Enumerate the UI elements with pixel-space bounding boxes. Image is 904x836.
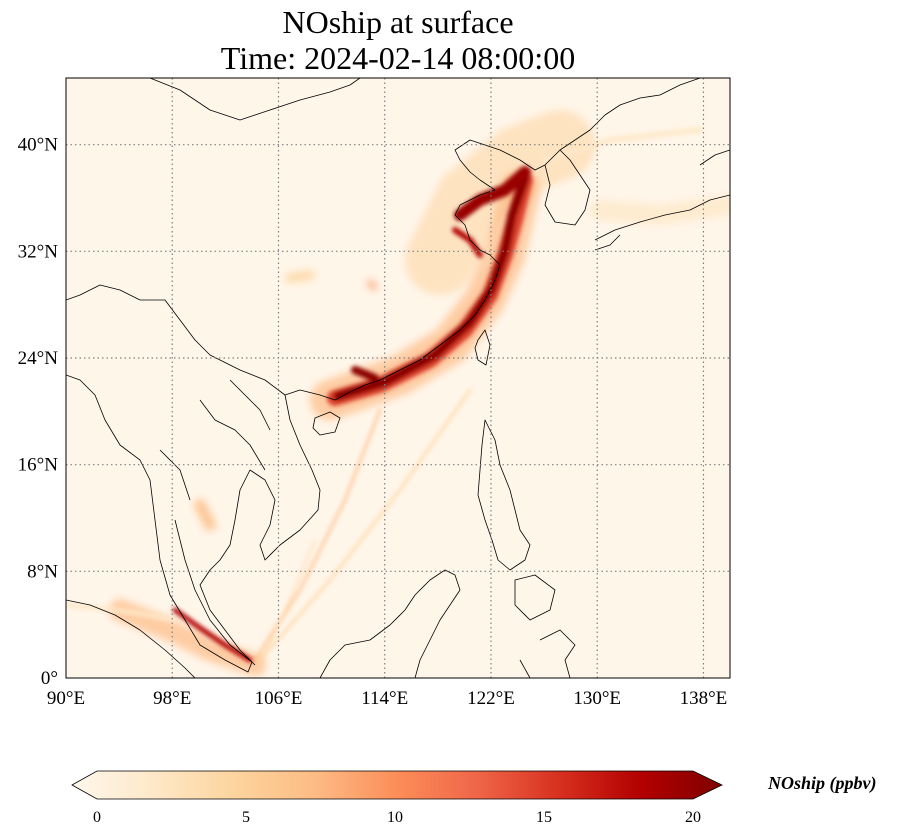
coast-korea	[544, 149, 591, 226]
x-tick-label: 122°E	[467, 688, 515, 709]
colorbar-gradient	[71, 770, 723, 800]
x-tick-label: 130°E	[573, 688, 621, 709]
plume-prd-core	[351, 366, 379, 382]
y-tick-label: 8°N	[27, 561, 58, 582]
map-time-subtitle: Time: 2024-02-14 08:00:00	[220, 40, 576, 76]
colorbar-ticks: 0 5 10 15 20	[93, 809, 701, 826]
coast-indochina	[199, 394, 321, 666]
plume-japan-light	[590, 195, 730, 226]
colorbar-tick-label: 20	[685, 809, 701, 826]
coast-malay-peninsula	[154, 519, 253, 673]
map-title: NOship at surface	[282, 4, 514, 40]
y-tick-label: 32°N	[18, 241, 59, 262]
map-panel: 90°E 98°E 106°E 114°E 122°E 130°E 138°E 0° 8°N 1…	[18, 77, 731, 709]
plume-coast-core	[333, 173, 530, 401]
lane-indian	[66, 602, 178, 623]
y-tick-label: 40°N	[18, 135, 59, 156]
plume-bohai-core	[454, 166, 531, 221]
y-tick-label: 16°N	[18, 455, 59, 476]
lane-scs-2	[256, 388, 472, 664]
plume-inland-light	[285, 270, 315, 283]
x-tick-label: 106°E	[255, 688, 303, 709]
plume-malacca-light	[109, 599, 266, 676]
x-tick-label: 90°E	[47, 688, 85, 709]
coastlines	[66, 78, 730, 678]
y-tick-label: 0°	[41, 668, 58, 689]
colorbar-label: NOship (ppbv)	[767, 773, 877, 794]
coast-bay-of-bengal	[66, 374, 156, 521]
plume-andaman-light	[194, 499, 216, 531]
colorbar-tick-label: 0	[93, 809, 101, 826]
plume-singapore-core	[172, 607, 253, 663]
x-tick-label: 138°E	[680, 688, 728, 709]
coast-philippines	[477, 419, 556, 621]
map-gridlines	[66, 78, 730, 678]
border-indochina	[159, 379, 271, 501]
y-tick-label: 24°N	[18, 348, 59, 369]
colorbar-tick-label: 15	[536, 809, 552, 826]
coast-borneo	[319, 569, 461, 678]
longitude-ticks: 90°E 98°E 106°E 114°E 122°E 130°E 138°E	[47, 688, 727, 709]
coast-hainan	[312, 411, 341, 436]
colorbar-tick-label: 5	[242, 809, 250, 826]
plume-inland-spot	[367, 280, 377, 290]
coast-china	[66, 78, 701, 401]
coast-japan	[594, 149, 730, 251]
lane-korea	[542, 127, 703, 163]
coast-sumatra	[66, 599, 196, 678]
coast-taiwan	[474, 329, 491, 366]
latitude-ticks: 0° 8°N 16°N 24°N 32°N 40°N	[18, 135, 59, 689]
coast-mongolia-border	[149, 78, 361, 121]
colorbar: 0 5 10 15 20 NOship (ppbv)	[71, 770, 877, 826]
concentration-field	[66, 110, 730, 676]
lane-scs-3	[259, 539, 316, 665]
x-tick-label: 114°E	[361, 688, 408, 709]
colorbar-tick-label: 10	[387, 809, 403, 826]
coast-sulawesi	[519, 629, 576, 678]
x-tick-label: 98°E	[153, 688, 191, 709]
map-frame	[65, 77, 731, 679]
